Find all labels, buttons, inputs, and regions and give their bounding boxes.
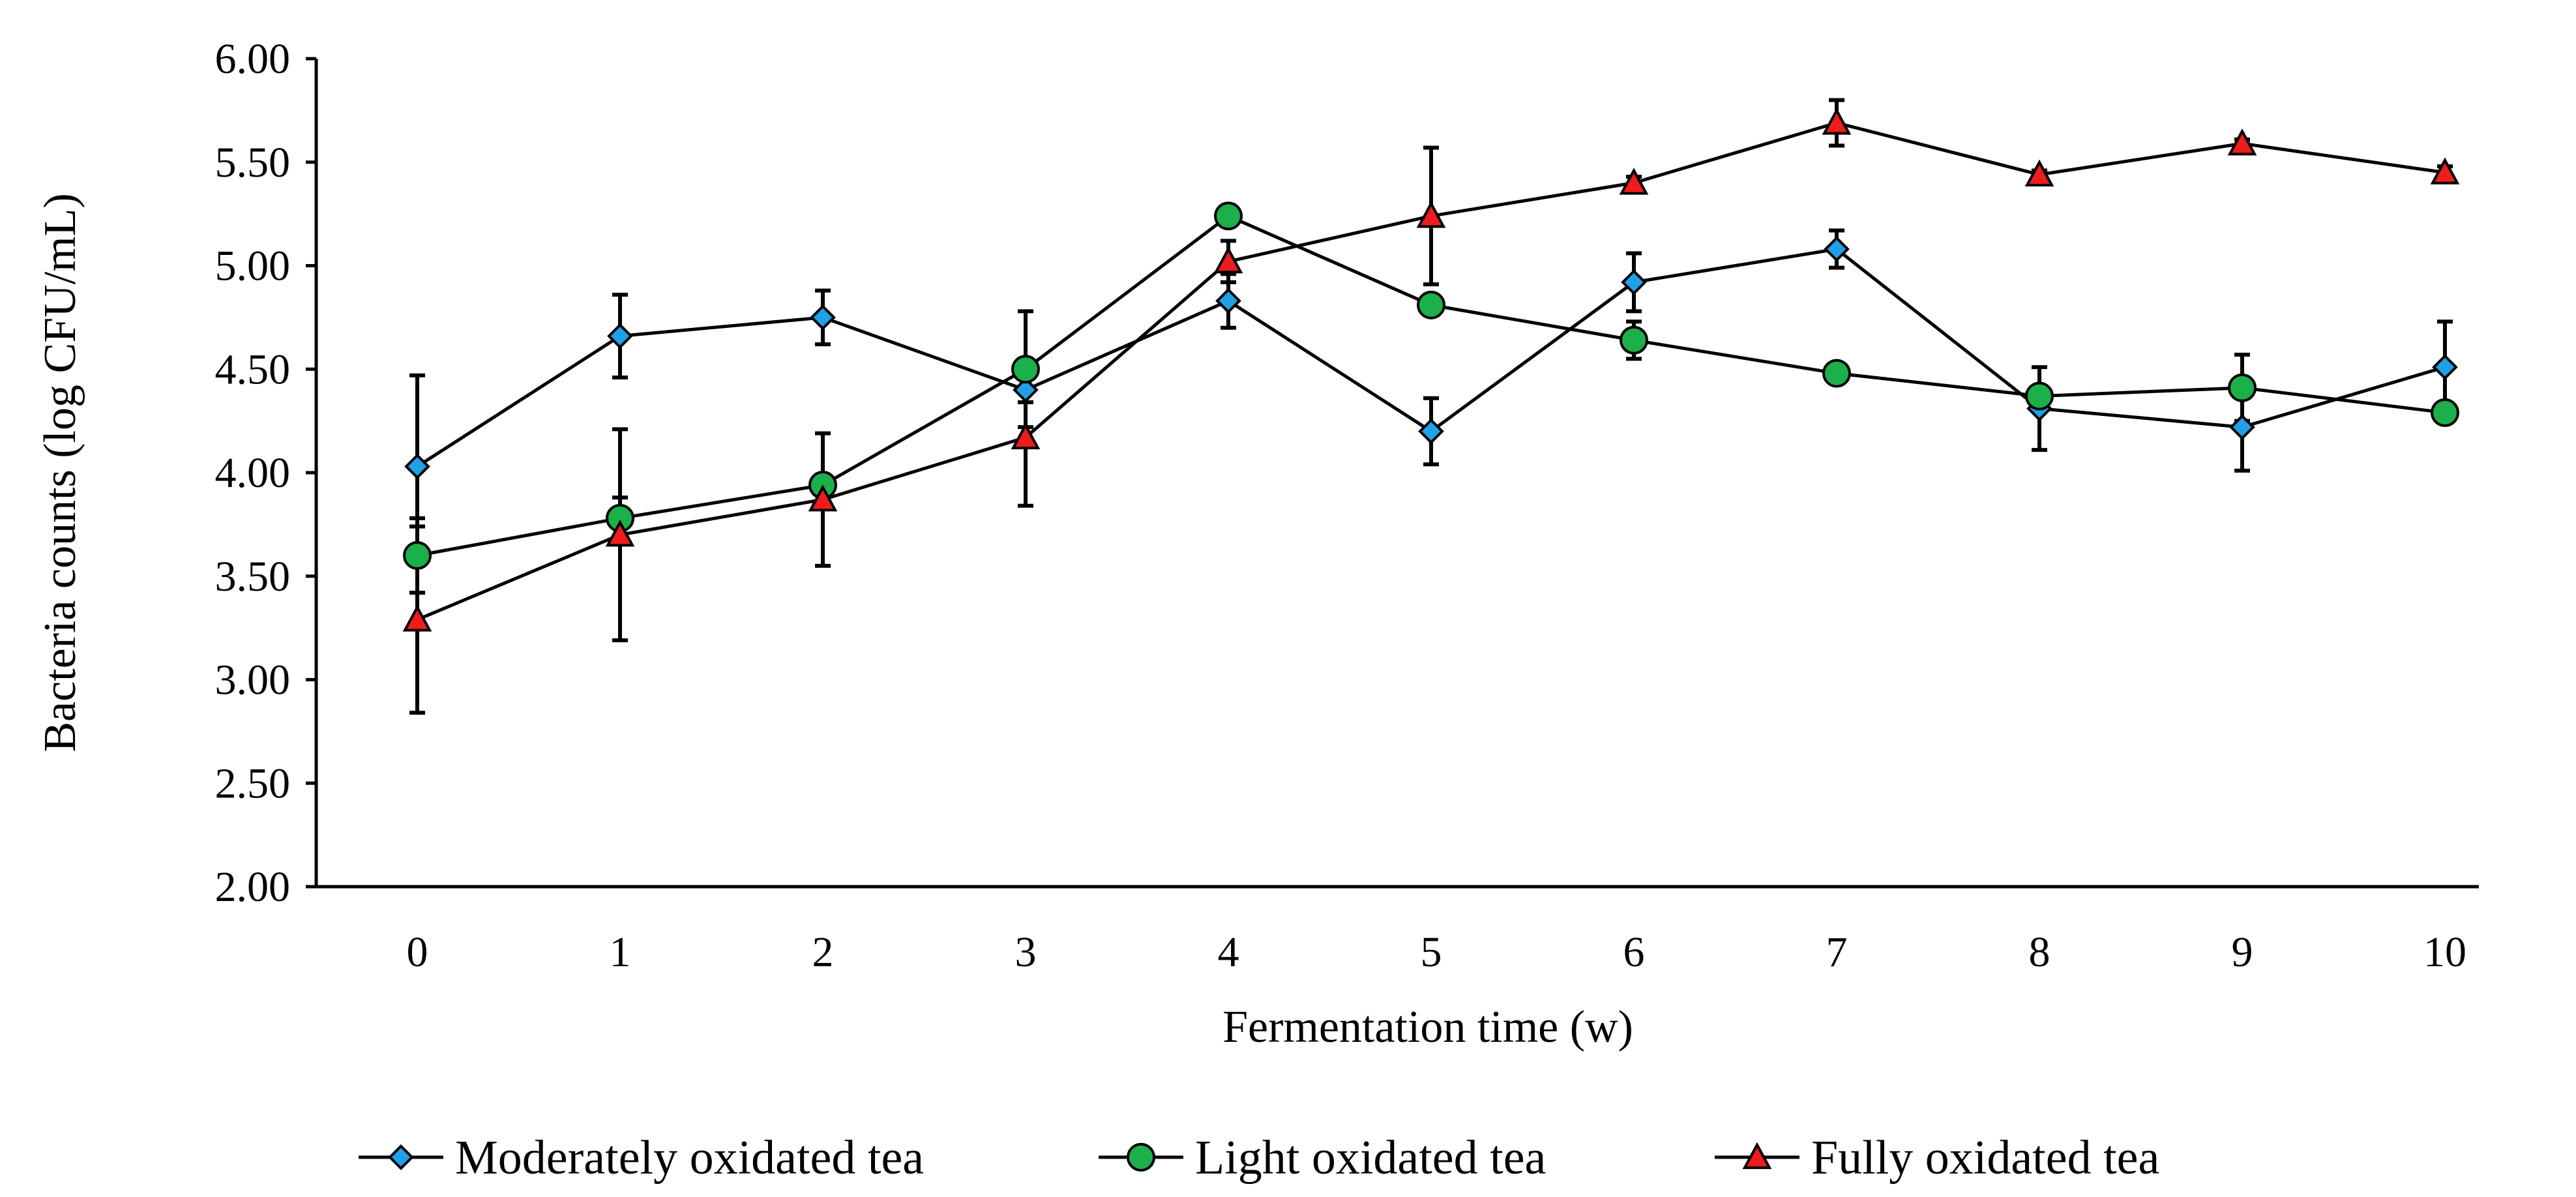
x-tick-label: 0 bbox=[407, 928, 428, 976]
y-tick-label: 5.00 bbox=[215, 243, 291, 290]
diamond-point bbox=[404, 453, 430, 480]
series-layer bbox=[402, 98, 2460, 715]
circle-point bbox=[2025, 381, 2054, 411]
y-tick-label: 3.00 bbox=[215, 657, 291, 704]
diamond-point bbox=[2432, 354, 2458, 380]
x-tick-label: 7 bbox=[1826, 928, 1848, 976]
diamond-point bbox=[607, 323, 633, 349]
y-tick-label: 4.50 bbox=[215, 346, 291, 393]
legend-circle-icon bbox=[1127, 1143, 1155, 1172]
markers-fully-oxidated-tea bbox=[402, 108, 2460, 632]
legend-item-light-oxidated-tea: Light oxidated tea bbox=[1099, 1131, 1546, 1185]
circle-point bbox=[1822, 359, 1851, 388]
legend: Moderately oxidated tea Light oxidated te… bbox=[359, 1131, 2159, 1185]
x-tick-label: 10 bbox=[2423, 928, 2466, 976]
diamond-point bbox=[2229, 414, 2255, 440]
triangle-point bbox=[1822, 108, 1852, 135]
x-tick-label: 8 bbox=[2029, 928, 2050, 976]
y-tick-label: 6.00 bbox=[215, 35, 291, 83]
triangle-point bbox=[402, 604, 432, 632]
diamond-point bbox=[1215, 288, 1241, 314]
markers-moderately-oxidated-tea bbox=[404, 236, 2458, 480]
circle-point bbox=[2228, 373, 2257, 402]
legend-diamond-icon bbox=[388, 1144, 414, 1170]
legend-triangle-icon bbox=[1742, 1142, 1772, 1170]
y-axis-ticks: 2.00 2.50 3.00 3.50 4.00 4.50 5.00 5.50 6.00 bbox=[215, 35, 316, 911]
x-tick-label: 6 bbox=[1623, 928, 1645, 976]
diamond-point bbox=[1621, 269, 1647, 295]
x-tick-label: 2 bbox=[812, 928, 834, 976]
triangle-point bbox=[1416, 201, 1446, 228]
triangle-point bbox=[1619, 168, 1649, 195]
triangle-point bbox=[1213, 246, 1243, 274]
y-tick-label: 5.50 bbox=[215, 139, 291, 186]
legend-label: Light oxidated tea bbox=[1195, 1131, 1546, 1185]
triangle-point bbox=[2024, 159, 2054, 186]
x-tick-label: 5 bbox=[1421, 928, 1442, 976]
x-axis-title: Fermentation time (w) bbox=[1222, 1002, 1633, 1052]
legend-label: Moderately oxidated tea bbox=[455, 1131, 924, 1185]
circle-point bbox=[2431, 398, 2459, 427]
diamond-point bbox=[1824, 236, 1850, 262]
triangle-point bbox=[2430, 157, 2460, 185]
circle-point bbox=[1620, 325, 1648, 355]
triangle-point bbox=[1011, 422, 1041, 450]
diamond-point bbox=[1418, 418, 1444, 445]
circle-point bbox=[403, 541, 432, 570]
x-tick-label: 1 bbox=[610, 928, 631, 976]
diamond-point bbox=[810, 304, 836, 331]
triangle-point bbox=[808, 484, 838, 512]
circle-point bbox=[1417, 290, 1445, 319]
y-axis-title: Bacteria counts (log CFU/mL) bbox=[35, 193, 85, 752]
y-tick-label: 2.00 bbox=[215, 863, 291, 911]
y-tick-label: 4.00 bbox=[215, 449, 291, 497]
triangle-point bbox=[2227, 128, 2257, 156]
y-tick-label: 2.50 bbox=[215, 760, 291, 807]
circle-point bbox=[1011, 355, 1040, 384]
x-axis-ticks: 0 1 2 3 4 5 6 7 8 9 10 bbox=[407, 928, 2467, 976]
triangle-point bbox=[605, 520, 635, 547]
y-tick-label: 3.50 bbox=[215, 553, 291, 600]
circle-point bbox=[1214, 201, 1243, 231]
legend-label: Fully oxidated tea bbox=[1811, 1131, 2159, 1185]
legend-item-fully-oxidated-tea: Fully oxidated tea bbox=[1715, 1131, 2159, 1185]
x-tick-label: 3 bbox=[1015, 928, 1037, 976]
legend-item-moderately-oxidated-tea: Moderately oxidated tea bbox=[359, 1131, 924, 1185]
diamond-point bbox=[1013, 377, 1039, 403]
x-tick-label: 4 bbox=[1218, 928, 1239, 976]
x-tick-label: 9 bbox=[2232, 928, 2253, 976]
